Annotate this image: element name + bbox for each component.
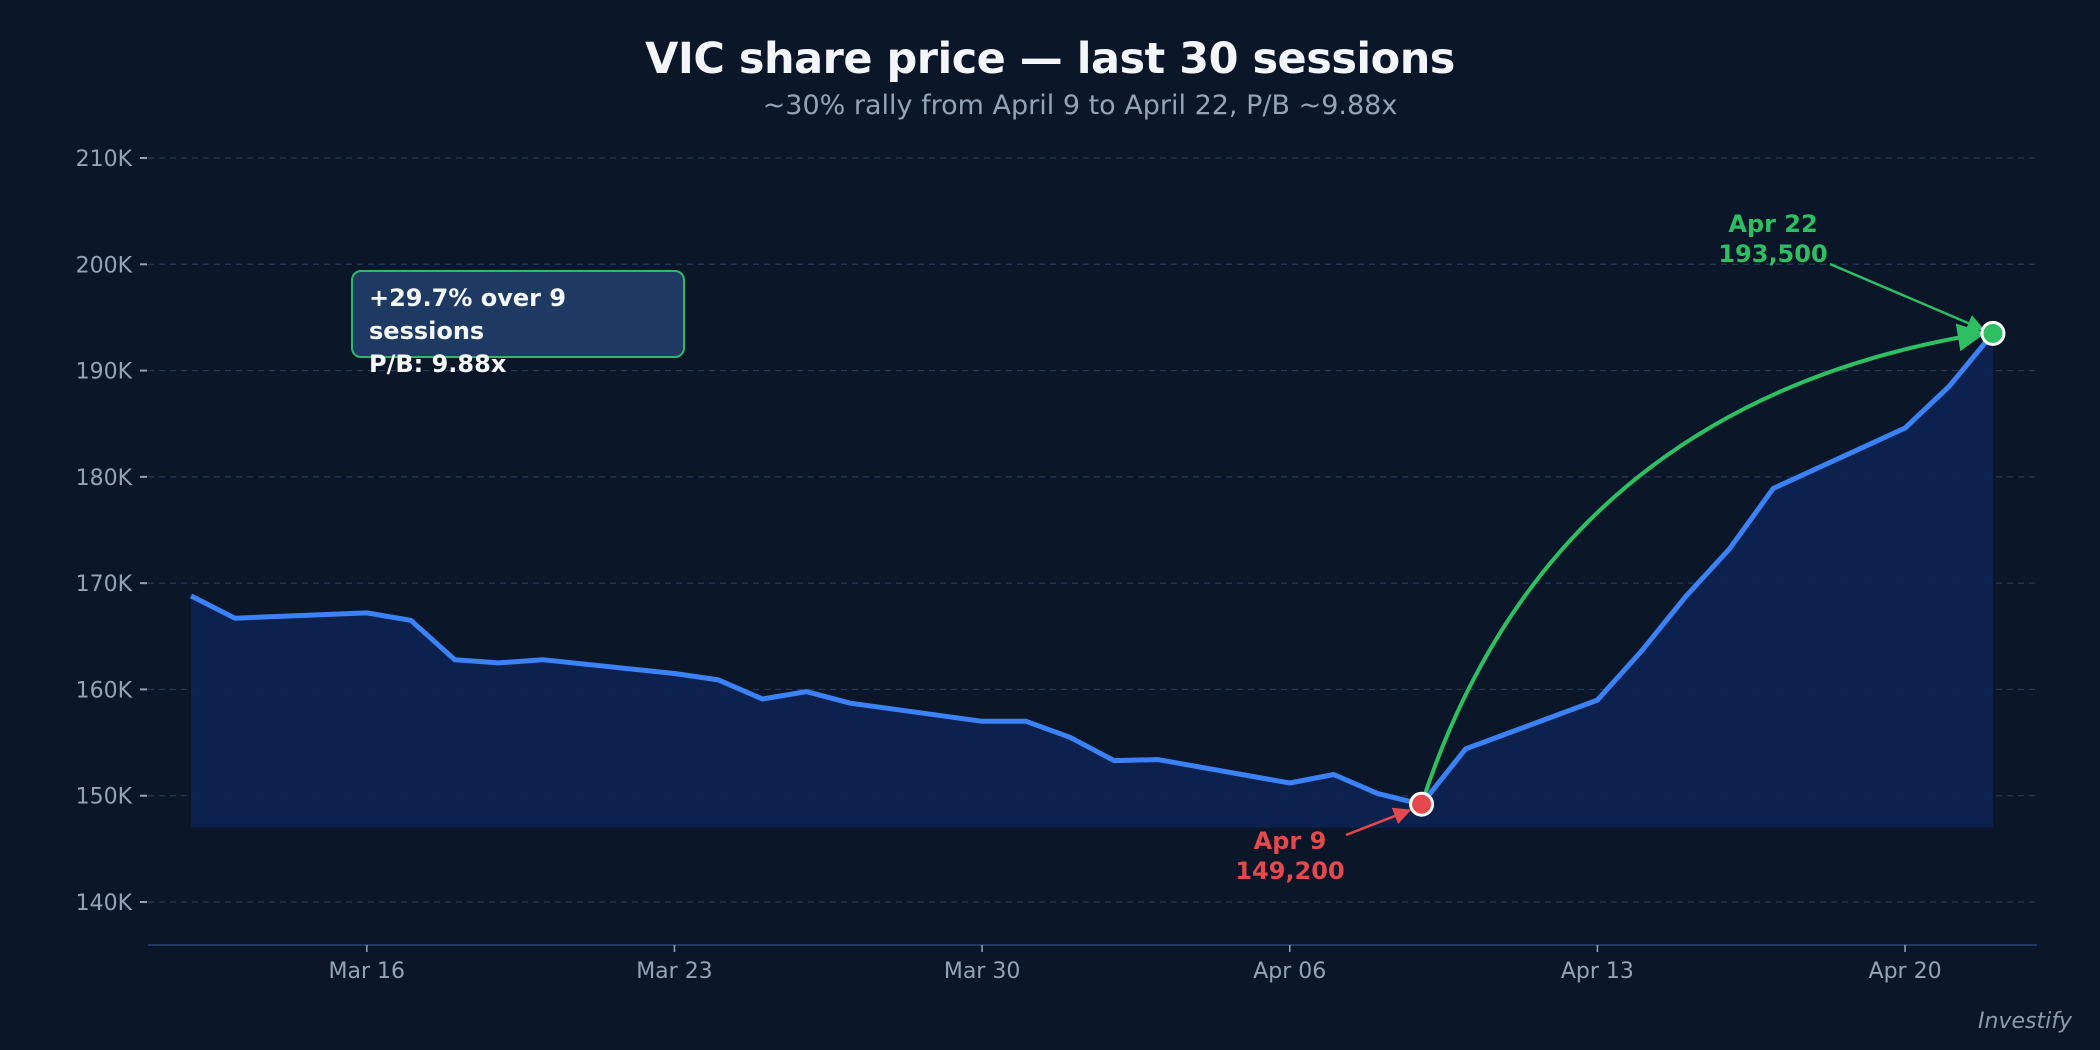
chart-title: VIC share price — last 30 sessions <box>645 34 1455 84</box>
low-annotation-arrow <box>1345 807 1412 837</box>
svg-text:Apr 06: Apr 06 <box>1253 959 1326 984</box>
brand-watermark: Investify <box>1978 1009 2072 1034</box>
svg-text:160K: 160K <box>76 678 133 703</box>
price-line <box>189 331 1995 807</box>
svg-text:150K: 150K <box>76 785 133 810</box>
svg-text:180K: 180K <box>76 466 133 491</box>
svg-text:Apr 20: Apr 20 <box>1869 959 1942 984</box>
rally-stat-box: +29.7% over 9 sessions P/B: 9.88x <box>351 270 685 378</box>
low-point-marker[interactable] <box>1409 791 1435 817</box>
svg-text:Mar 23: Mar 23 <box>636 959 713 984</box>
svg-text:210K: 210K <box>76 147 133 172</box>
svg-text:140K: 140K <box>76 891 133 916</box>
stat-box-pb: P/B: 9.88x <box>369 350 507 378</box>
high-annotation: Apr 22 193,500 <box>1713 209 1833 269</box>
y-axis: 140K 150K 160K 170K 180K 190K 200K 210K <box>76 147 147 916</box>
x-axis: Mar 16 Mar 23 Mar 30 Apr 06 Apr 13 Apr 20 <box>148 944 2037 984</box>
stat-box-gain: +29.7% over 9 sessions <box>369 284 567 345</box>
high-annotation-arrow <box>1829 262 1985 332</box>
svg-text:200K: 200K <box>76 253 133 278</box>
svg-text:Mar 30: Mar 30 <box>944 959 1021 984</box>
high-point-marker[interactable] <box>1980 320 2006 346</box>
high-annotation-value: 193,500 <box>1718 240 1828 268</box>
svg-text:Mar 16: Mar 16 <box>329 959 406 984</box>
low-annotation-value: 149,200 <box>1235 857 1345 885</box>
low-annotation: Apr 9 149,200 <box>1230 826 1350 886</box>
svg-text:Apr 13: Apr 13 <box>1561 959 1634 984</box>
svg-text:170K: 170K <box>76 572 133 597</box>
price-area-fill <box>191 333 1993 828</box>
low-annotation-date: Apr 9 <box>1253 827 1327 855</box>
chart-subtitle: ~30% rally from April 9 to April 22, P/B… <box>762 90 1398 121</box>
high-annotation-date: Apr 22 <box>1728 210 1818 238</box>
svg-text:190K: 190K <box>76 360 133 385</box>
rally-arc-arrow <box>1419 323 1986 805</box>
